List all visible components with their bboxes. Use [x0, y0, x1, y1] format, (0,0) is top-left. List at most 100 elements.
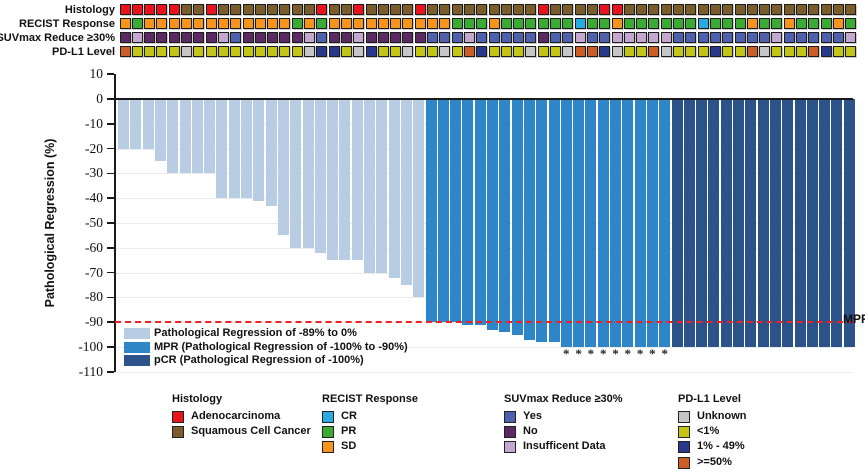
y-axis: [114, 74, 116, 372]
track-cell-pdl1-level: [648, 46, 660, 57]
legend-swatch: [678, 411, 690, 423]
track-cell-recist-response: [488, 18, 500, 29]
legend-item-label: Squamous Cell Cancer: [191, 425, 311, 438]
track-cell-recist-response: [242, 18, 254, 29]
y-tick-label: 0: [96, 91, 103, 106]
bar: [290, 99, 302, 248]
bar: [339, 99, 351, 261]
bar: [806, 99, 818, 347]
track-cell-histology: [648, 4, 660, 15]
track-cell-suvmax-reduce: [119, 32, 131, 43]
y-tick: [107, 321, 114, 323]
track-cell-pdl1-level: [808, 46, 820, 57]
bar: [536, 99, 548, 343]
bar: [400, 99, 412, 285]
track-cell-recist-response: [402, 18, 414, 29]
legend-swatch: [322, 426, 334, 439]
bar: [671, 99, 683, 347]
y-tick: [107, 172, 114, 175]
track-cell-recist-response: [193, 18, 205, 29]
track-cell-histology: [746, 4, 758, 15]
bar: [253, 99, 265, 201]
asterisk-marker: *: [649, 346, 656, 361]
track-cell-recist-response: [783, 18, 795, 29]
track-cell-suvmax-reduce: [291, 32, 303, 43]
track-cell-histology: [599, 4, 611, 15]
legend-group-title: SUVmax Reduce ≥30%: [504, 393, 623, 405]
bar: [499, 99, 511, 333]
track-cell-suvmax-reduce: [439, 32, 451, 43]
track-cell-recist-response: [550, 18, 561, 29]
bar: [708, 99, 720, 347]
track-cell-histology: [427, 4, 438, 15]
bar: [425, 99, 437, 323]
track-cell-histology: [808, 4, 820, 15]
legend-item-label: PR: [341, 425, 357, 438]
track-cell-pdl1-level: [660, 46, 672, 57]
track-cell-histology: [340, 4, 352, 15]
track-cell-pdl1-level: [759, 46, 771, 57]
track-cell-pdl1-level: [746, 46, 758, 57]
track-cell-histology: [796, 4, 807, 15]
bar: [585, 99, 597, 347]
track-cell-pdl1-level: [217, 46, 229, 57]
legend-swatch: [124, 341, 150, 353]
legend-item-label: SD: [341, 440, 357, 453]
track-cell-histology: [377, 4, 389, 15]
bar: [376, 99, 388, 273]
track-cell-suvmax-reduce: [796, 32, 807, 43]
asterisk-marker: *: [599, 346, 607, 361]
track-cell-suvmax-reduce: [623, 32, 635, 43]
track-cell-recist-response: [156, 18, 168, 29]
bar: [462, 99, 474, 325]
track-cell-recist-response: [439, 18, 451, 29]
track-cell-pdl1-level: [144, 46, 156, 57]
track-cell-pdl1-level: [365, 46, 377, 57]
track-cell-histology: [193, 4, 205, 15]
track-cell-suvmax-reduce: [217, 32, 229, 43]
track-cell-recist-response: [513, 18, 525, 29]
asterisk-marker: *: [624, 346, 632, 361]
track-cell-recist-response: [845, 18, 857, 29]
track-cell-pdl1-level: [340, 46, 352, 57]
y-tick-label: -70: [85, 264, 103, 280]
track-cell-histology: [832, 4, 844, 15]
track-cell-pdl1-level: [328, 46, 340, 57]
track-cell-histology: [660, 4, 672, 15]
track-cell-suvmax-reduce: [574, 32, 586, 43]
y-tick: [107, 147, 114, 150]
track-cell-suvmax-reduce: [759, 32, 771, 43]
track-cell-suvmax-reduce: [550, 32, 561, 43]
bar: [487, 99, 498, 330]
track-cell-pdl1-level: [390, 46, 402, 57]
track-cell-pdl1-level: [230, 46, 242, 57]
bar: [757, 99, 769, 347]
track-cell-pdl1-level: [353, 46, 365, 57]
asterisk-marker: *: [661, 346, 668, 361]
track-cell-pdl1-level: [771, 46, 783, 57]
bar: [523, 99, 535, 340]
track-cell-pdl1-level: [119, 46, 131, 57]
track-cell-recist-response: [648, 18, 660, 29]
track-cell-suvmax-reduce: [144, 32, 156, 43]
track-cell-suvmax-reduce: [131, 32, 143, 43]
bar: [511, 99, 523, 335]
track-cell-histology: [734, 4, 746, 15]
track-cell-suvmax-reduce: [586, 32, 598, 43]
bar: [191, 99, 203, 174]
track-label-pdl1: PD-L1 Level: [52, 46, 115, 58]
y-tick: [107, 123, 114, 125]
track-cell-suvmax-reduce: [488, 32, 500, 43]
asterisk-marker: *: [563, 346, 570, 361]
track-cell-suvmax-reduce: [611, 32, 623, 43]
track-cell-pdl1-level: [537, 46, 549, 57]
track-cell-suvmax-reduce: [685, 32, 697, 43]
track-cell-suvmax-reduce: [427, 32, 438, 43]
track-cell-recist-response: [377, 18, 389, 29]
legend-swatch: [678, 426, 690, 439]
legend-group-title: Histology: [172, 393, 223, 405]
track-cell-pdl1-level: [316, 46, 328, 57]
legend-swatch: [678, 441, 690, 454]
track-cell-histology: [181, 4, 192, 15]
gridline: [115, 347, 853, 348]
